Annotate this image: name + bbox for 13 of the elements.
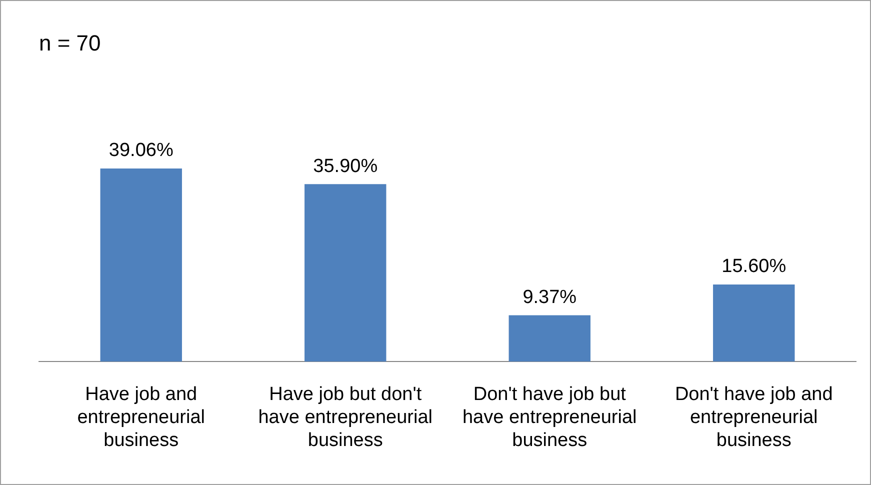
x-tick-label: Don't have job and entrepreneurial business xyxy=(674,384,833,451)
bar xyxy=(508,315,590,362)
x-tick-label: Don't have job but have entrepreneurial business xyxy=(462,384,637,451)
x-tick-label: Have job but don't have entrepreneurial business xyxy=(258,384,433,451)
bar xyxy=(100,168,182,362)
data-label: 15.60% xyxy=(722,256,786,278)
data-label: 35.90% xyxy=(313,156,378,177)
data-label: 39.06% xyxy=(108,140,174,162)
x-tick-label: Have job and entrepreneurial business xyxy=(77,384,206,451)
bar xyxy=(713,284,795,362)
bar xyxy=(304,184,386,362)
chart-title: n = 70 xyxy=(39,30,101,56)
data-label: 9.37% xyxy=(522,287,577,308)
